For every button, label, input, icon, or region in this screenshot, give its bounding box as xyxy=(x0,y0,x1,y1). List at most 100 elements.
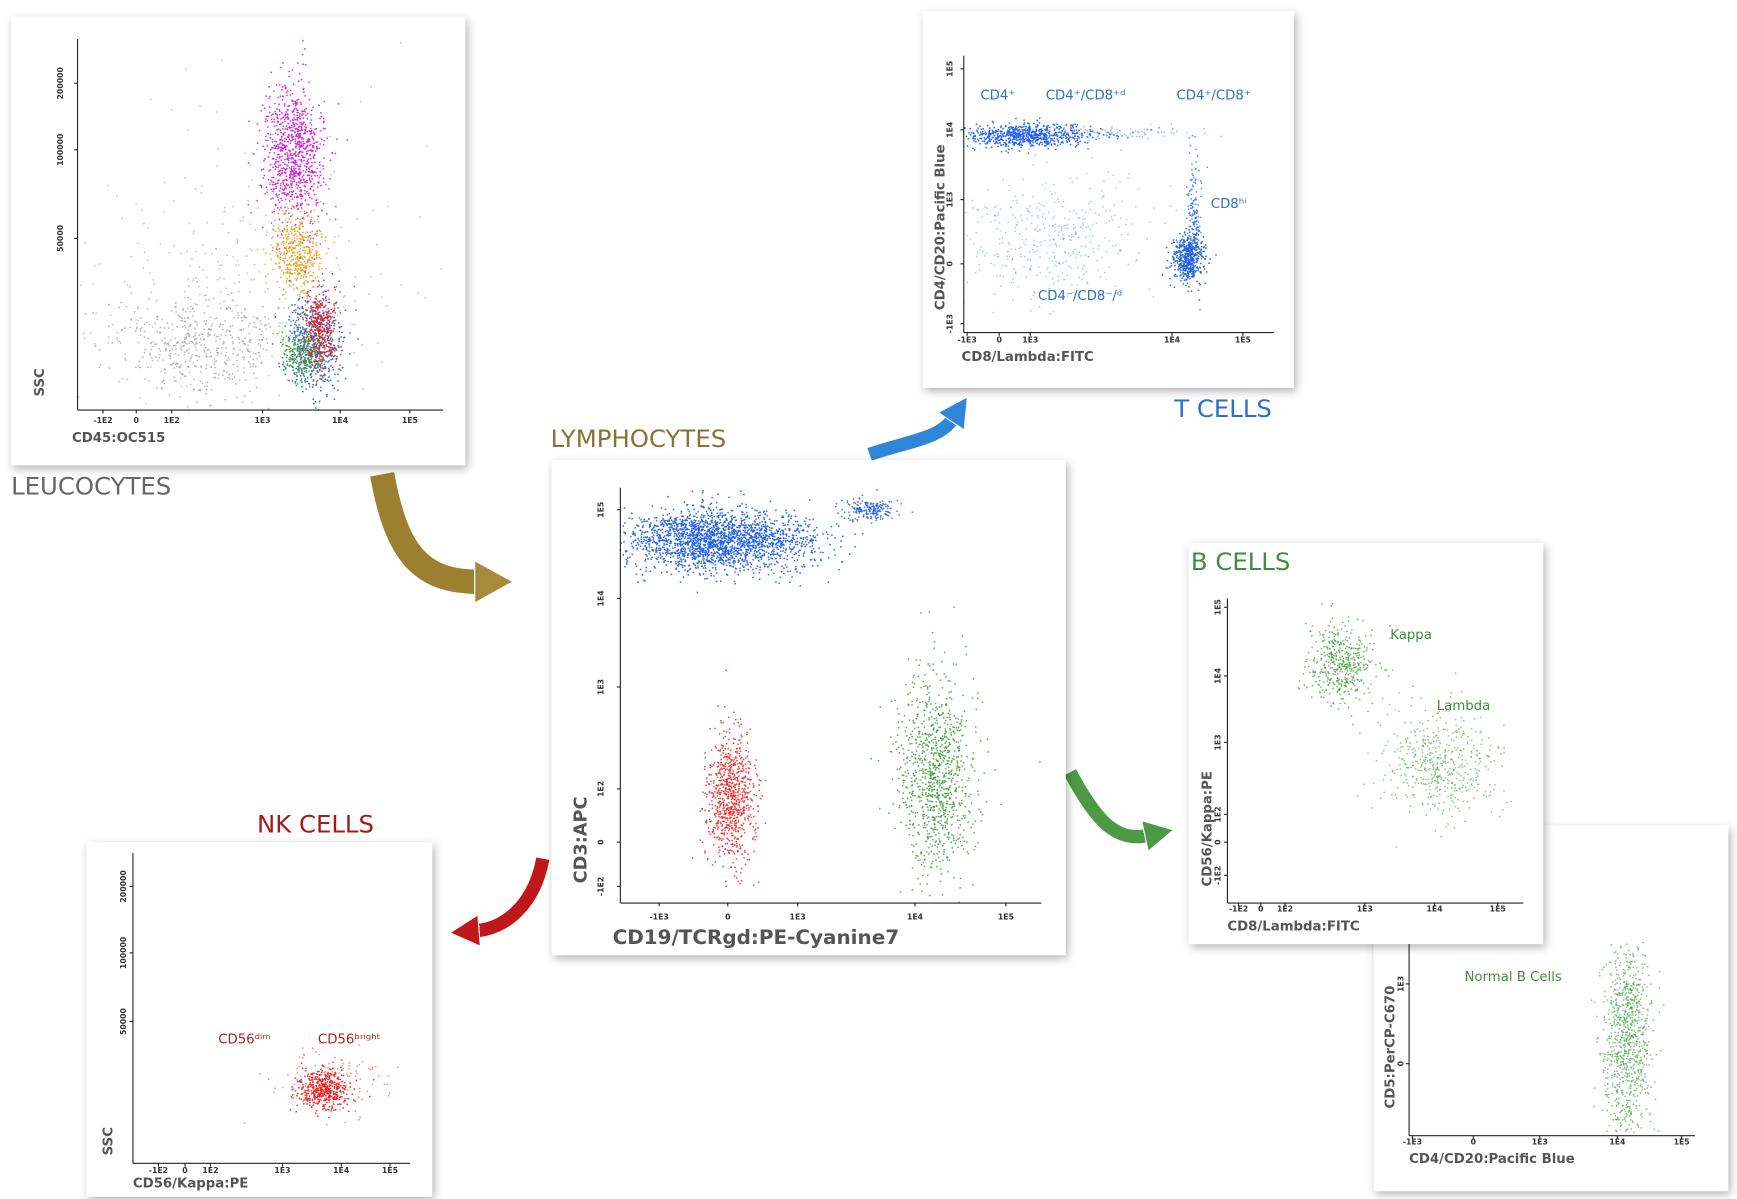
event-dot xyxy=(288,249,291,252)
event-dot xyxy=(1021,219,1024,222)
event-dot xyxy=(288,127,291,129)
event-dot xyxy=(1064,227,1067,229)
event-dot xyxy=(263,107,266,110)
event-dot xyxy=(147,337,150,340)
event-dot xyxy=(183,338,186,341)
event-dot xyxy=(386,205,389,208)
event-dot xyxy=(137,365,140,367)
event-dot xyxy=(280,182,282,185)
event-dot xyxy=(1060,130,1063,133)
event-dot xyxy=(309,222,312,225)
event-dot xyxy=(1091,224,1094,226)
event-dot xyxy=(320,344,323,347)
event-dot xyxy=(299,211,302,213)
event-dot xyxy=(1010,248,1013,250)
event-dot xyxy=(293,342,296,344)
event-dot xyxy=(311,150,313,153)
event-dot xyxy=(142,267,145,269)
event-dot xyxy=(318,357,321,360)
event-dot xyxy=(1025,227,1027,230)
event-dot xyxy=(297,172,300,175)
event-dot xyxy=(186,405,189,408)
event-dot xyxy=(161,380,164,383)
event-dot xyxy=(294,382,297,384)
event-dot xyxy=(353,323,356,326)
event-dot xyxy=(296,330,299,333)
event-dot xyxy=(253,153,255,156)
event-dot xyxy=(295,122,297,125)
event-dot xyxy=(309,289,312,292)
event-dot xyxy=(1014,131,1016,134)
event-dot xyxy=(290,172,292,175)
event-dot xyxy=(247,350,250,353)
event-dot xyxy=(276,281,279,283)
event-dot xyxy=(341,331,344,334)
event-dot xyxy=(290,170,293,173)
event-dot xyxy=(1053,264,1056,267)
event-dot xyxy=(309,329,312,332)
event-dot xyxy=(1080,136,1083,139)
event-dot xyxy=(302,373,305,375)
event-dot xyxy=(193,320,196,323)
event-dot xyxy=(298,231,301,234)
event-dot xyxy=(294,262,297,265)
event-dot xyxy=(1042,124,1045,127)
event-dot xyxy=(309,336,312,338)
event-dot xyxy=(270,198,272,200)
event-dot xyxy=(278,157,281,159)
event-dot xyxy=(305,245,308,248)
event-dot xyxy=(1098,132,1101,135)
event-dot xyxy=(146,308,149,310)
event-dot xyxy=(292,348,295,350)
event-dot xyxy=(297,116,300,119)
event-dot xyxy=(179,347,182,350)
event-dot xyxy=(116,336,119,339)
event-dot xyxy=(162,379,165,382)
event-dot xyxy=(307,149,310,152)
event-dot xyxy=(80,284,82,287)
event-dot xyxy=(136,326,138,329)
event-dot xyxy=(156,318,158,321)
event-dot xyxy=(306,281,309,284)
event-dot xyxy=(1027,211,1030,213)
event-dot xyxy=(294,172,296,175)
event-dot xyxy=(1067,265,1070,267)
event-dot xyxy=(266,139,269,142)
event-dot xyxy=(326,331,328,334)
event-dot xyxy=(1123,133,1126,136)
event-dot xyxy=(318,300,321,303)
event-dot xyxy=(271,176,274,179)
event-dot xyxy=(299,344,302,347)
event-dot xyxy=(299,342,302,345)
event-dot xyxy=(124,353,126,356)
event-dot xyxy=(988,130,991,133)
event-dot xyxy=(161,339,163,342)
event-dot xyxy=(326,350,328,353)
event-dot xyxy=(139,330,142,332)
event-dot xyxy=(1074,227,1076,229)
event-dot xyxy=(164,349,167,352)
event-dot xyxy=(255,365,257,368)
event-dot xyxy=(276,244,279,247)
event-dot xyxy=(1022,194,1025,197)
event-dot xyxy=(1054,148,1057,151)
event-dot xyxy=(316,230,319,232)
event-dot xyxy=(1091,129,1094,131)
event-dot xyxy=(1003,141,1005,144)
event-dot xyxy=(243,316,245,319)
event-dot xyxy=(315,383,318,386)
event-dot xyxy=(174,337,177,340)
event-dot xyxy=(990,262,992,265)
event-dot xyxy=(289,129,292,132)
event-dot xyxy=(1048,134,1051,137)
event-dot xyxy=(259,320,262,323)
event-dot xyxy=(1200,245,1203,248)
event-dot xyxy=(279,184,282,187)
event-dot xyxy=(295,226,298,229)
event-dot xyxy=(1184,265,1187,268)
event-dot xyxy=(1023,265,1026,268)
event-dot xyxy=(261,338,264,341)
event-dot xyxy=(1081,267,1084,270)
event-dot xyxy=(283,251,286,254)
event-dot xyxy=(184,320,187,323)
